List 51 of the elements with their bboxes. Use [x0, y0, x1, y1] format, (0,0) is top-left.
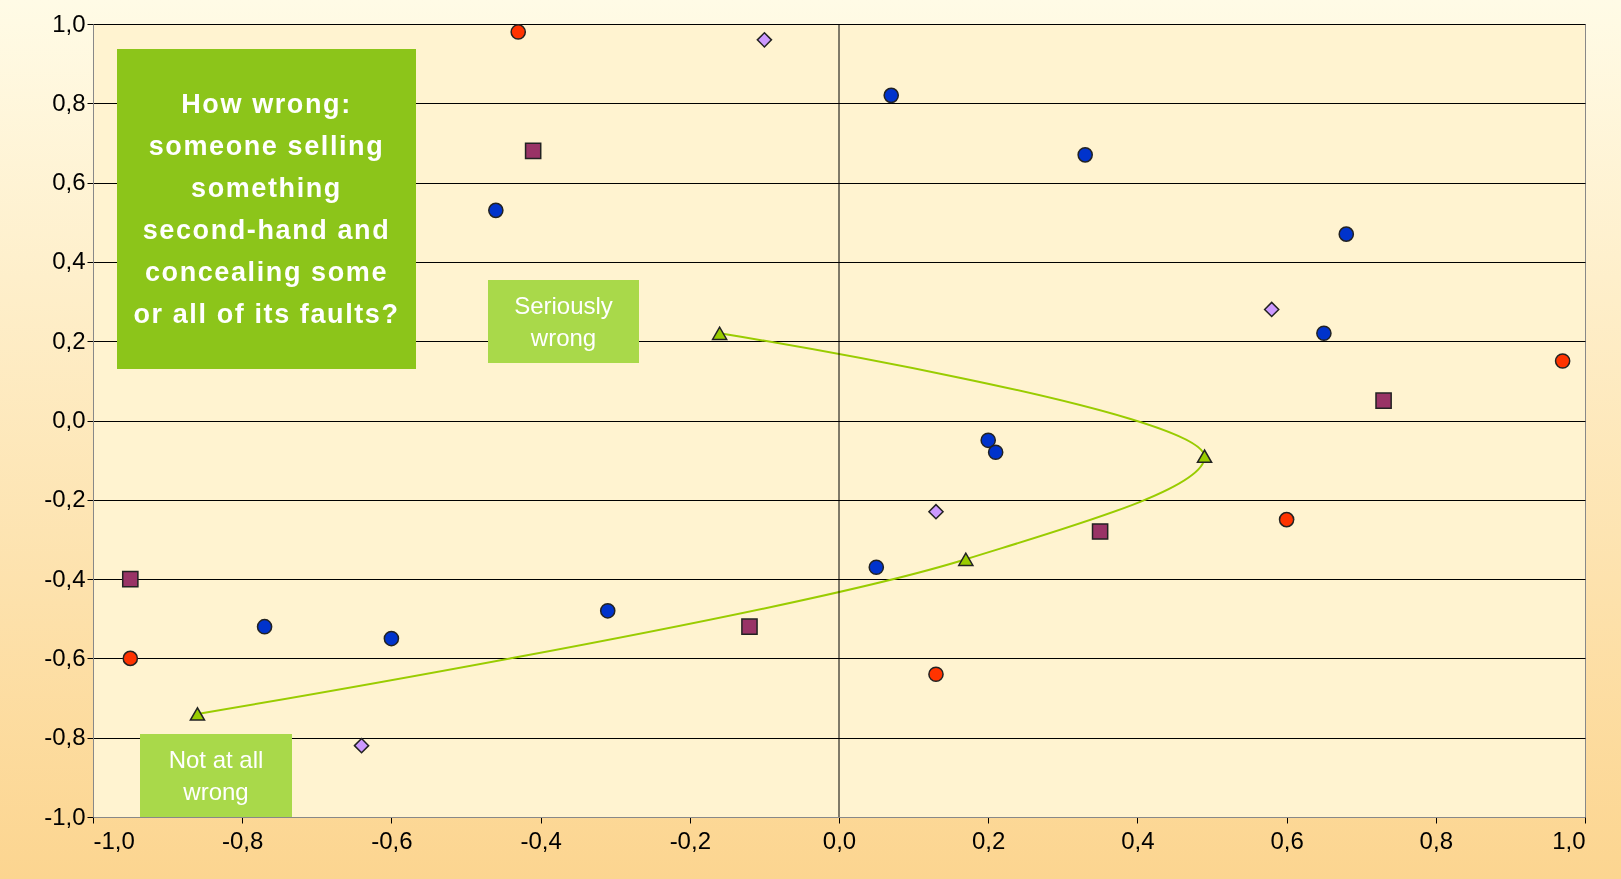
y-tick-label: -0,6 [44, 643, 86, 671]
y-tick-label: 0,6 [52, 168, 86, 196]
point [1263, 301, 1280, 318]
y-tick-label: -1,0 [44, 802, 86, 830]
point [121, 570, 139, 588]
x-tick-label: -1,0 [93, 826, 135, 854]
point [1196, 449, 1213, 464]
x-tick-label: 0,2 [972, 826, 1006, 854]
point [928, 503, 944, 520]
y-tick-label: 0,2 [52, 326, 86, 354]
point [488, 202, 504, 219]
x-tick-label: -0,8 [222, 826, 264, 854]
point [987, 444, 1004, 461]
x-tick-label: 0,6 [1270, 826, 1304, 854]
point [980, 432, 997, 449]
y-tick-label: -0,4 [44, 564, 86, 592]
x-tick-label: 0,0 [822, 826, 857, 854]
x-tick-label: 1,0 [1552, 826, 1586, 854]
point [1316, 325, 1332, 342]
x-tick-label: -0,2 [669, 826, 711, 854]
y-tick-label: 0,4 [52, 247, 86, 275]
y-tick-label: 1,0 [52, 9, 86, 37]
point [189, 707, 206, 721]
point [383, 630, 400, 647]
point [122, 650, 139, 667]
point [1338, 226, 1355, 242]
point [868, 559, 885, 576]
point [1278, 511, 1295, 528]
point [1077, 147, 1093, 163]
point [928, 666, 944, 683]
point [1554, 353, 1571, 369]
point [958, 552, 974, 567]
point [741, 618, 758, 636]
y-tick-label: 0,8 [52, 88, 86, 116]
point [524, 142, 542, 160]
y-tick-label: -0,8 [44, 723, 86, 751]
point [756, 32, 773, 48]
y-tick-label: 0,0 [52, 406, 86, 433]
point [256, 618, 273, 635]
point [1091, 523, 1109, 540]
point [599, 603, 616, 619]
point [510, 24, 527, 40]
x-tick-label: -0,6 [371, 826, 413, 854]
y-tick-label: -0,2 [44, 485, 86, 513]
point [1375, 392, 1392, 410]
point [883, 87, 900, 104]
point [711, 326, 728, 341]
x-tick-label: 0,4 [1121, 826, 1155, 854]
x-tick-label: -0,4 [520, 826, 562, 854]
x-tick-label: 0,8 [1419, 826, 1453, 854]
point [353, 737, 370, 754]
